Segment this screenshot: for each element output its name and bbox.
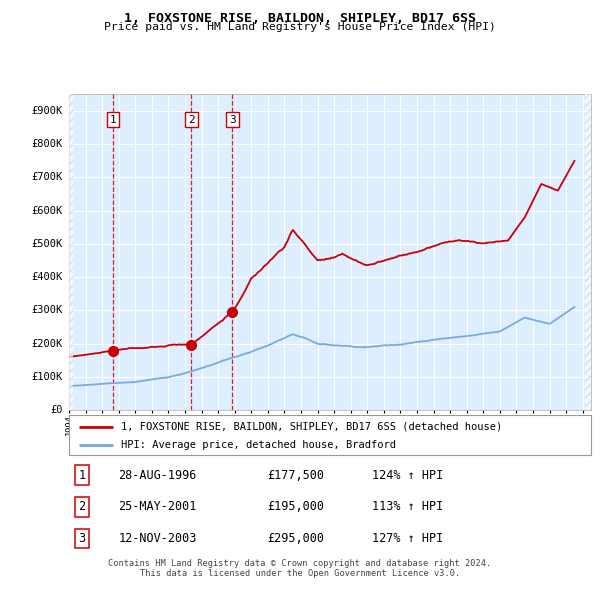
Text: 1: 1 bbox=[79, 469, 86, 482]
Text: £300K: £300K bbox=[31, 306, 63, 316]
Text: HPI: Average price, detached house, Bradford: HPI: Average price, detached house, Brad… bbox=[121, 441, 396, 450]
Text: 127% ↑ HPI: 127% ↑ HPI bbox=[372, 532, 443, 545]
Text: 124% ↑ HPI: 124% ↑ HPI bbox=[372, 469, 443, 482]
Text: £800K: £800K bbox=[31, 139, 63, 149]
Text: 2: 2 bbox=[79, 500, 86, 513]
Text: £700K: £700K bbox=[31, 172, 63, 182]
Text: 28-AUG-1996: 28-AUG-1996 bbox=[119, 469, 197, 482]
Text: 1, FOXSTONE RISE, BAILDON, SHIPLEY, BD17 6SS (detached house): 1, FOXSTONE RISE, BAILDON, SHIPLEY, BD17… bbox=[121, 422, 502, 432]
Text: £600K: £600K bbox=[31, 206, 63, 216]
Text: £177,500: £177,500 bbox=[268, 469, 325, 482]
Text: £200K: £200K bbox=[31, 339, 63, 349]
Text: 12-NOV-2003: 12-NOV-2003 bbox=[119, 532, 197, 545]
Text: £0: £0 bbox=[50, 405, 63, 415]
Text: 3: 3 bbox=[229, 114, 236, 124]
Text: Price paid vs. HM Land Registry's House Price Index (HPI): Price paid vs. HM Land Registry's House … bbox=[104, 22, 496, 32]
Text: £900K: £900K bbox=[31, 106, 63, 116]
Text: This data is licensed under the Open Government Licence v3.0.: This data is licensed under the Open Gov… bbox=[140, 569, 460, 578]
Text: 1: 1 bbox=[110, 114, 116, 124]
Bar bbox=[69, 94, 73, 410]
Text: £195,000: £195,000 bbox=[268, 500, 325, 513]
Text: 1, FOXSTONE RISE, BAILDON, SHIPLEY, BD17 6SS: 1, FOXSTONE RISE, BAILDON, SHIPLEY, BD17… bbox=[124, 12, 476, 25]
Bar bbox=[585, 94, 591, 410]
Text: 3: 3 bbox=[79, 532, 86, 545]
Text: £100K: £100K bbox=[31, 372, 63, 382]
Text: 25-MAY-2001: 25-MAY-2001 bbox=[119, 500, 197, 513]
Text: £400K: £400K bbox=[31, 272, 63, 282]
Text: £295,000: £295,000 bbox=[268, 532, 325, 545]
Text: 113% ↑ HPI: 113% ↑ HPI bbox=[372, 500, 443, 513]
Text: 2: 2 bbox=[188, 114, 195, 124]
Text: £500K: £500K bbox=[31, 239, 63, 249]
Text: Contains HM Land Registry data © Crown copyright and database right 2024.: Contains HM Land Registry data © Crown c… bbox=[109, 559, 491, 568]
